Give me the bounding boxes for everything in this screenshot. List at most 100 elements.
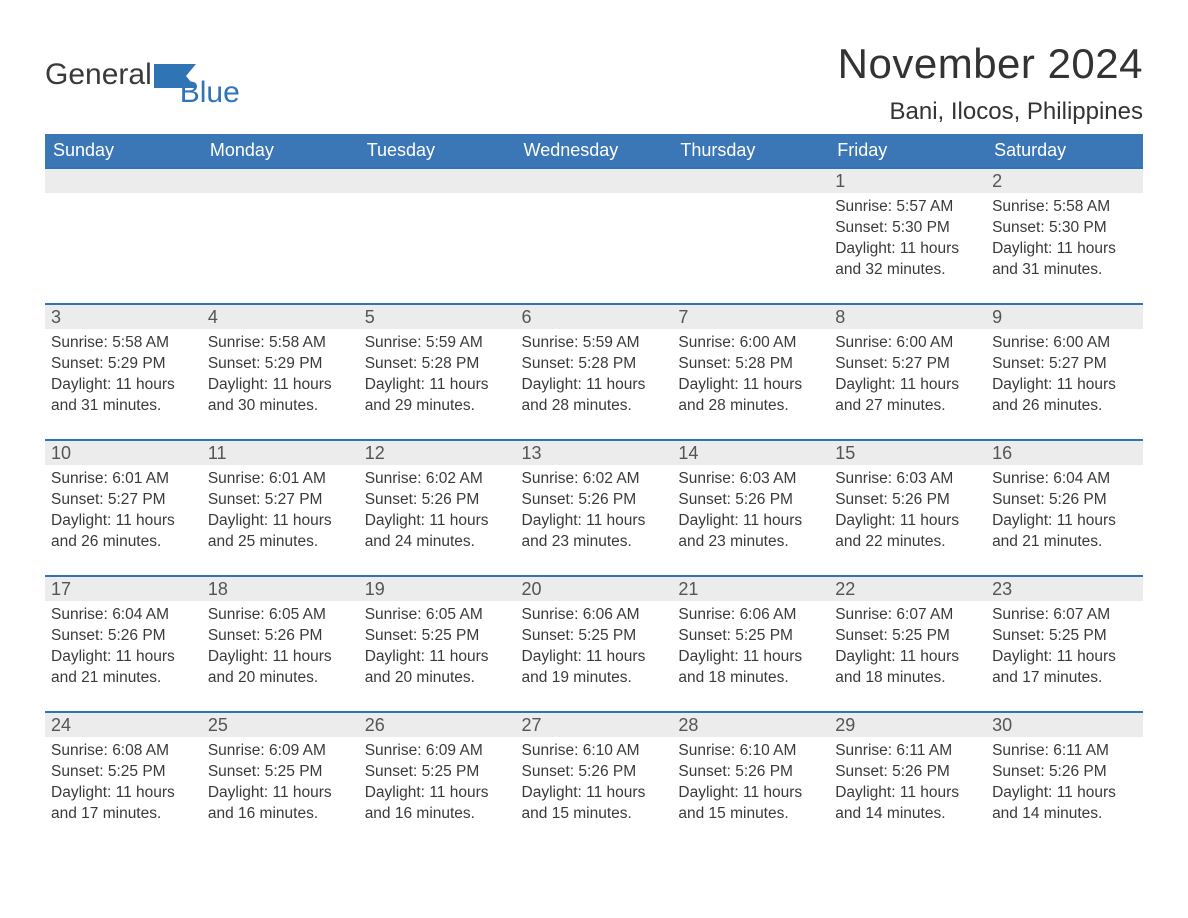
sunset-line: Sunset: 5:25 PM xyxy=(835,626,980,647)
logo-word-1: General xyxy=(45,58,152,92)
day-number xyxy=(672,167,829,193)
day-number: 2 xyxy=(986,167,1143,193)
daylight-line: Daylight: 11 hours and 23 minutes. xyxy=(678,511,823,553)
day-header: Thursday xyxy=(672,134,829,167)
sunset-line: Sunset: 5:28 PM xyxy=(678,354,823,375)
day-number: 13 xyxy=(516,439,673,465)
day-cell: 7Sunrise: 6:00 AMSunset: 5:28 PMDaylight… xyxy=(672,303,829,439)
sunset-line: Sunset: 5:25 PM xyxy=(365,626,510,647)
day-body: Sunrise: 6:05 AMSunset: 5:26 PMDaylight:… xyxy=(202,601,359,711)
day-body: Sunrise: 6:10 AMSunset: 5:26 PMDaylight:… xyxy=(516,737,673,847)
sunrise-line: Sunrise: 5:58 AM xyxy=(51,333,196,354)
day-cell xyxy=(359,167,516,303)
day-number: 23 xyxy=(986,575,1143,601)
sunrise-line: Sunrise: 5:58 AM xyxy=(208,333,353,354)
daylight-line: Daylight: 11 hours and 17 minutes. xyxy=(992,647,1137,689)
day-header: Saturday xyxy=(986,134,1143,167)
month-title: November 2024 xyxy=(838,40,1143,88)
daylight-line: Daylight: 11 hours and 25 minutes. xyxy=(208,511,353,553)
week-row: 24Sunrise: 6:08 AMSunset: 5:25 PMDayligh… xyxy=(45,711,1143,847)
day-number: 27 xyxy=(516,711,673,737)
day-body: Sunrise: 5:58 AMSunset: 5:29 PMDaylight:… xyxy=(202,329,359,439)
sunset-line: Sunset: 5:30 PM xyxy=(992,218,1137,239)
day-body xyxy=(359,193,516,303)
sunset-line: Sunset: 5:26 PM xyxy=(678,762,823,783)
day-body: Sunrise: 6:09 AMSunset: 5:25 PMDaylight:… xyxy=(202,737,359,847)
day-number: 29 xyxy=(829,711,986,737)
day-number: 26 xyxy=(359,711,516,737)
day-number xyxy=(359,167,516,193)
day-number: 5 xyxy=(359,303,516,329)
sunrise-line: Sunrise: 6:00 AM xyxy=(678,333,823,354)
day-body: Sunrise: 6:11 AMSunset: 5:26 PMDaylight:… xyxy=(829,737,986,847)
day-body xyxy=(202,193,359,303)
sunrise-line: Sunrise: 6:01 AM xyxy=(208,469,353,490)
sunrise-line: Sunrise: 6:03 AM xyxy=(678,469,823,490)
day-number: 22 xyxy=(829,575,986,601)
day-body: Sunrise: 6:00 AMSunset: 5:27 PMDaylight:… xyxy=(829,329,986,439)
day-cell xyxy=(45,167,202,303)
daylight-line: Daylight: 11 hours and 31 minutes. xyxy=(992,239,1137,281)
daylight-line: Daylight: 11 hours and 27 minutes. xyxy=(835,375,980,417)
day-body xyxy=(516,193,673,303)
sunrise-line: Sunrise: 6:06 AM xyxy=(522,605,667,626)
daylight-line: Daylight: 11 hours and 23 minutes. xyxy=(522,511,667,553)
sunset-line: Sunset: 5:25 PM xyxy=(208,762,353,783)
sunset-line: Sunset: 5:25 PM xyxy=(522,626,667,647)
day-cell: 1Sunrise: 5:57 AMSunset: 5:30 PMDaylight… xyxy=(829,167,986,303)
daylight-line: Daylight: 11 hours and 28 minutes. xyxy=(522,375,667,417)
sunrise-line: Sunrise: 6:07 AM xyxy=(992,605,1137,626)
sunset-line: Sunset: 5:26 PM xyxy=(522,490,667,511)
day-cell: 9Sunrise: 6:00 AMSunset: 5:27 PMDaylight… xyxy=(986,303,1143,439)
daylight-line: Daylight: 11 hours and 15 minutes. xyxy=(678,783,823,825)
day-cell: 3Sunrise: 5:58 AMSunset: 5:29 PMDaylight… xyxy=(45,303,202,439)
day-cell: 28Sunrise: 6:10 AMSunset: 5:26 PMDayligh… xyxy=(672,711,829,847)
day-number: 17 xyxy=(45,575,202,601)
sunset-line: Sunset: 5:26 PM xyxy=(992,762,1137,783)
day-body: Sunrise: 6:01 AMSunset: 5:27 PMDaylight:… xyxy=(202,465,359,575)
day-cell: 21Sunrise: 6:06 AMSunset: 5:25 PMDayligh… xyxy=(672,575,829,711)
daylight-line: Daylight: 11 hours and 21 minutes. xyxy=(992,511,1137,553)
day-cell: 25Sunrise: 6:09 AMSunset: 5:25 PMDayligh… xyxy=(202,711,359,847)
day-cell: 20Sunrise: 6:06 AMSunset: 5:25 PMDayligh… xyxy=(516,575,673,711)
sunrise-line: Sunrise: 5:59 AM xyxy=(365,333,510,354)
day-cell: 2Sunrise: 5:58 AMSunset: 5:30 PMDaylight… xyxy=(986,167,1143,303)
sunset-line: Sunset: 5:28 PM xyxy=(365,354,510,375)
day-header: Friday xyxy=(829,134,986,167)
day-header: Monday xyxy=(202,134,359,167)
daylight-line: Daylight: 11 hours and 16 minutes. xyxy=(208,783,353,825)
day-cell: 19Sunrise: 6:05 AMSunset: 5:25 PMDayligh… xyxy=(359,575,516,711)
day-number: 3 xyxy=(45,303,202,329)
week-row: 1Sunrise: 5:57 AMSunset: 5:30 PMDaylight… xyxy=(45,167,1143,303)
sunrise-line: Sunrise: 5:57 AM xyxy=(835,197,980,218)
sunset-line: Sunset: 5:25 PM xyxy=(365,762,510,783)
day-number: 24 xyxy=(45,711,202,737)
sunrise-line: Sunrise: 6:05 AM xyxy=(365,605,510,626)
header: General Blue November 2024 Bani, Ilocos,… xyxy=(45,40,1143,126)
sunrise-line: Sunrise: 6:01 AM xyxy=(51,469,196,490)
title-block: November 2024 Bani, Ilocos, Philippines xyxy=(838,40,1143,126)
day-number xyxy=(516,167,673,193)
daylight-line: Daylight: 11 hours and 30 minutes. xyxy=(208,375,353,417)
day-number: 9 xyxy=(986,303,1143,329)
daylight-line: Daylight: 11 hours and 15 minutes. xyxy=(522,783,667,825)
day-number: 28 xyxy=(672,711,829,737)
sunset-line: Sunset: 5:29 PM xyxy=(51,354,196,375)
daylight-line: Daylight: 11 hours and 18 minutes. xyxy=(678,647,823,689)
logo: General Blue xyxy=(45,40,258,92)
daylight-line: Daylight: 11 hours and 16 minutes. xyxy=(365,783,510,825)
day-cell: 8Sunrise: 6:00 AMSunset: 5:27 PMDaylight… xyxy=(829,303,986,439)
day-body: Sunrise: 6:07 AMSunset: 5:25 PMDaylight:… xyxy=(986,601,1143,711)
day-number: 14 xyxy=(672,439,829,465)
sunrise-line: Sunrise: 6:00 AM xyxy=(992,333,1137,354)
day-number xyxy=(45,167,202,193)
sunrise-line: Sunrise: 6:09 AM xyxy=(365,741,510,762)
day-body: Sunrise: 6:00 AMSunset: 5:28 PMDaylight:… xyxy=(672,329,829,439)
day-cell: 22Sunrise: 6:07 AMSunset: 5:25 PMDayligh… xyxy=(829,575,986,711)
sunrise-line: Sunrise: 6:04 AM xyxy=(51,605,196,626)
daylight-line: Daylight: 11 hours and 18 minutes. xyxy=(835,647,980,689)
sunset-line: Sunset: 5:26 PM xyxy=(835,762,980,783)
day-body: Sunrise: 6:09 AMSunset: 5:25 PMDaylight:… xyxy=(359,737,516,847)
day-cell: 10Sunrise: 6:01 AMSunset: 5:27 PMDayligh… xyxy=(45,439,202,575)
day-cell: 4Sunrise: 5:58 AMSunset: 5:29 PMDaylight… xyxy=(202,303,359,439)
